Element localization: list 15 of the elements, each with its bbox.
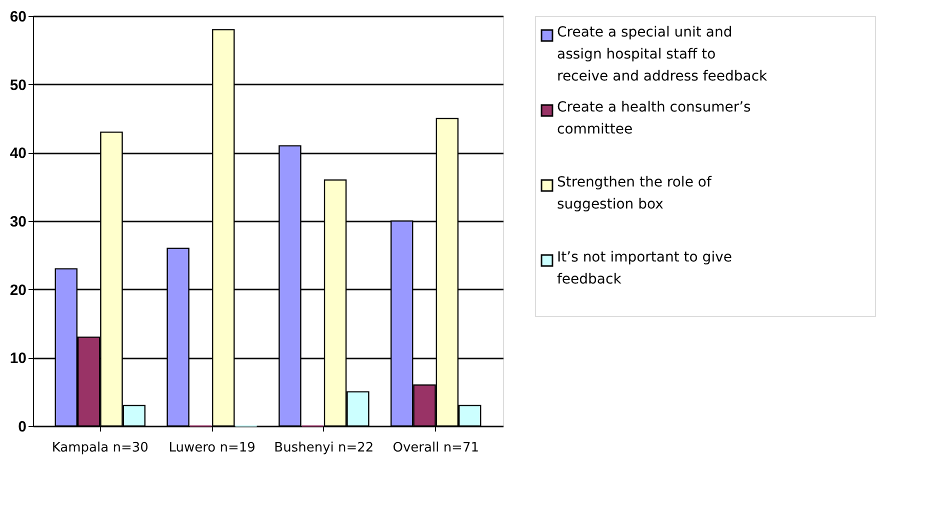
x-tick-label: Kampala n=30 xyxy=(52,440,148,456)
y-tick-label: 30 xyxy=(10,214,26,230)
y-tick-label: 10 xyxy=(10,350,26,368)
legend-label: Strengthen the role of suggestion box xyxy=(557,174,712,212)
x-tick-label: Bushenyi n=22 xyxy=(274,440,374,456)
legend-label: It’s not important to give feedback xyxy=(557,250,732,288)
y-tick-label: 50 xyxy=(10,76,26,94)
y-tick-label: 0 xyxy=(18,418,26,436)
legend-label: Create a special unit and assign hospital staff to receive and address feedback xyxy=(557,24,768,84)
x-tick-label: Luwero n=19 xyxy=(168,440,256,456)
y-tick-label: 20 xyxy=(10,282,26,299)
y-tick-label: 60 xyxy=(10,8,26,26)
x-tick-label: Overall n=71 xyxy=(392,440,479,456)
y-tick-label: 40 xyxy=(10,145,26,162)
legend-label: Create a health consumer’s committee xyxy=(557,100,751,138)
